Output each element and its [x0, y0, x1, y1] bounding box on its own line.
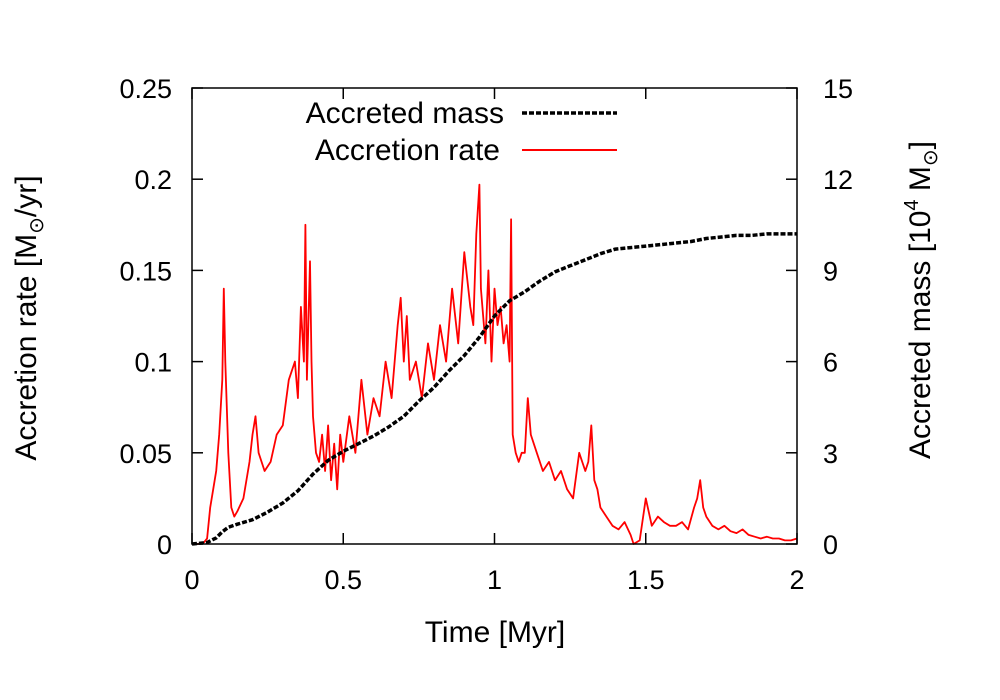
y-left-tick-label: 0.15 — [119, 256, 172, 286]
y-axis-left-label-tail: /yr] — [10, 175, 43, 217]
y-left-tick-label: 0.2 — [134, 165, 172, 195]
y-left-tick-label: 0 — [157, 530, 172, 560]
y-right-tick-label: 0 — [823, 530, 838, 560]
x-tick-label: 0.5 — [324, 565, 362, 595]
series-accreted-mass-line — [191, 232, 797, 546]
y-axis-right-label-tail: ] — [904, 141, 937, 149]
series-accretion-rate-line — [192, 183, 798, 545]
y-axis-right-label-sun-symbol: ⊙ — [920, 149, 942, 166]
y-right-tick-label: 3 — [823, 439, 838, 469]
y-axis-right-label-exponent: 4 — [901, 199, 923, 210]
legend-label-accreted-mass: Accreted mass — [306, 97, 504, 130]
legend: Accreted mass Accretion rate — [306, 97, 617, 167]
y-right-tick-label: 9 — [823, 256, 838, 286]
x-axis-label: Time [Myr] — [425, 616, 566, 649]
x-tick-label: 1.5 — [627, 565, 665, 595]
y-right-tick-label: 12 — [823, 165, 853, 195]
y-left-tick-label: 0.05 — [119, 439, 172, 469]
x-tick-label: 0 — [184, 565, 199, 595]
y-right-tick-label: 6 — [823, 348, 838, 378]
y-right-tick-label: 15 — [823, 74, 853, 104]
y-axis-left-label-sun-symbol: ⊙ — [26, 217, 48, 234]
y-axis-left-label-main: Accretion rate [M — [10, 234, 43, 461]
y-left-tick-label: 0.25 — [119, 74, 172, 104]
plot-marks — [191, 183, 798, 546]
x-tick-label: 1 — [487, 565, 502, 595]
y-axis-left-label: Accretion rate [M⊙/yr] — [10, 175, 48, 460]
y-left-tick-label: 0.1 — [134, 348, 172, 378]
y-axis-right-label: Accreted mass [104 M⊙] — [901, 141, 942, 459]
legend-label-accretion-rate: Accretion rate — [315, 134, 500, 167]
y-axis-right-label-mid: M — [904, 166, 937, 199]
x-tick-label: 2 — [789, 565, 804, 595]
y-axis-right-label-main: Accreted mass [10 — [904, 211, 937, 459]
